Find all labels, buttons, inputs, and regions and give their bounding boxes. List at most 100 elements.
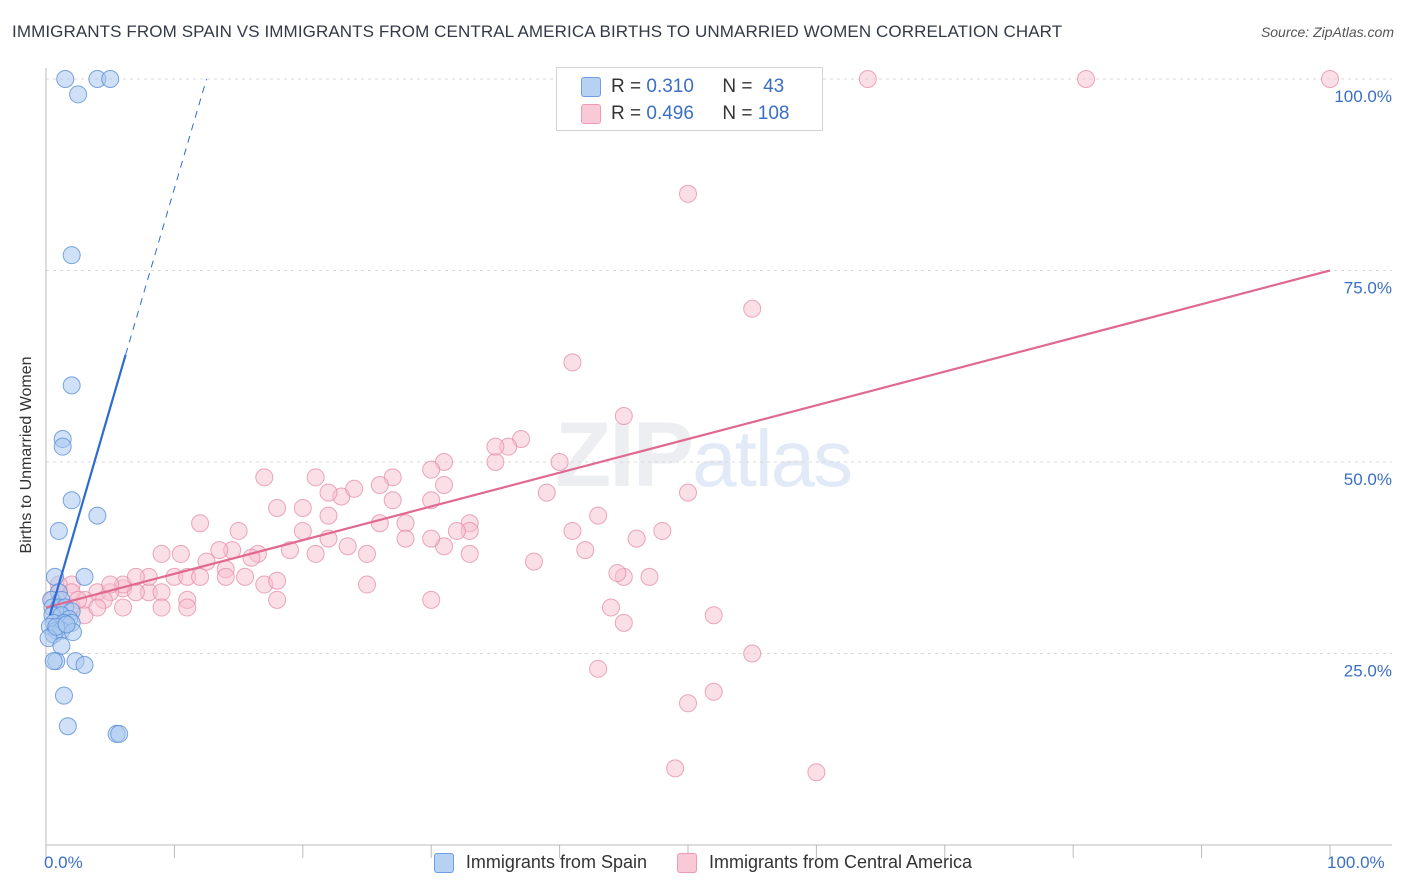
central-america-point	[666, 759, 685, 778]
central-america-point	[608, 564, 627, 583]
spain-point	[101, 70, 120, 88]
y-tick-labels: 25.0% 50.0% 75.0% 100.0%	[1334, 87, 1392, 681]
central-america-point	[114, 598, 133, 617]
central-america-point	[486, 437, 505, 456]
central-america-point	[345, 479, 364, 498]
y-tick-label: 25.0%	[1344, 662, 1392, 681]
central-america-point	[807, 763, 826, 782]
central-america-point	[1321, 70, 1339, 88]
legend-r-label: R =	[611, 76, 642, 97]
y-axis-title: Births to Unmarried Women	[18, 356, 35, 554]
central-america-point	[743, 644, 762, 663]
central-america-point	[640, 567, 659, 586]
central-america-point	[236, 567, 255, 586]
central-america-point	[422, 529, 441, 548]
central-america-point	[280, 541, 299, 560]
central-america-point	[191, 567, 210, 586]
central-america-point	[743, 299, 762, 318]
y-tick-label: 75.0%	[1344, 279, 1392, 298]
watermark-atlas: atlas	[692, 414, 853, 503]
central-america-point	[210, 541, 229, 560]
y-tick-label: 100.0%	[1334, 87, 1392, 106]
central-america-point	[88, 598, 107, 617]
legend-swatch-central-america	[581, 104, 601, 124]
x-axis-max-label: 100.0%	[1327, 853, 1385, 872]
spain-point	[62, 246, 81, 265]
central-america-point	[563, 353, 582, 372]
central-america-point	[563, 521, 582, 540]
central-america-point	[679, 694, 697, 713]
central-america-point	[679, 483, 697, 502]
central-america-point	[601, 598, 620, 617]
central-america-point	[319, 483, 338, 502]
central-america-point	[268, 498, 287, 517]
axes	[45, 68, 1392, 858]
central-america-point	[614, 613, 633, 632]
legend-n-value-spain: 43	[763, 76, 785, 97]
central-america-point	[293, 521, 312, 540]
central-america-points	[43, 70, 1339, 782]
legend-row-spain: R = 0.310 N = 43	[581, 75, 784, 99]
central-america-point	[358, 544, 376, 563]
legend-label-central-america: Immigrants from Central America	[708, 852, 973, 872]
series-legend: Immigrants from Spain Immigrants from Ce…	[0, 852, 1406, 873]
central-america-point	[550, 453, 569, 471]
source-label: Source: ZipAtlas.com	[1260, 24, 1394, 40]
central-america-point	[589, 659, 608, 678]
central-america-point	[614, 407, 633, 426]
central-america-point	[229, 521, 248, 540]
central-america-point	[152, 544, 171, 563]
central-america-point	[126, 567, 145, 586]
central-america-point	[627, 529, 646, 548]
spain-point	[75, 567, 94, 586]
legend-swatch-spain	[433, 852, 454, 873]
spain-point	[54, 686, 73, 705]
spain-points	[39, 70, 129, 743]
legend-swatch-central-america	[676, 852, 697, 873]
central-america-point	[396, 514, 415, 533]
legend-label-spain: Immigrants from Spain	[465, 852, 647, 872]
central-america-point	[306, 468, 325, 487]
central-america-point	[486, 453, 505, 471]
central-america-point	[422, 460, 441, 479]
trend-lines	[45, 78, 1331, 616]
central-america-point	[589, 506, 608, 525]
legend-n-value-central-america: 108	[757, 103, 790, 124]
spain-point	[69, 85, 88, 104]
central-america-point	[447, 521, 466, 540]
legend-item-central-america: Immigrants from Central America	[676, 852, 973, 873]
chart-title: IMMIGRANTS FROM SPAIN VS IMMIGRANTS FROM…	[12, 22, 1063, 41]
gridlines	[46, 78, 1392, 654]
central-america-point	[422, 590, 441, 609]
central-america-point	[858, 70, 877, 88]
spain-point	[75, 655, 94, 674]
legend-swatch-spain	[581, 77, 601, 97]
central-america-point	[524, 552, 543, 571]
x-axis-min-label: 0.0%	[44, 853, 83, 872]
central-america-point	[171, 544, 190, 563]
spain-trend-line	[48, 354, 127, 616]
central-america-point	[178, 598, 197, 617]
spain-point	[53, 437, 72, 456]
central-america-point	[338, 537, 357, 556]
central-america-point	[704, 606, 723, 625]
spain-point	[58, 717, 77, 736]
legend-r-value-spain: 0.310	[646, 76, 694, 97]
central-america-point	[152, 598, 171, 617]
central-america-point	[435, 475, 454, 494]
legend-n-label: N =	[722, 76, 753, 97]
central-america-point	[358, 575, 376, 594]
y-tick-label: 50.0%	[1344, 470, 1392, 489]
central-america-point	[1077, 70, 1096, 88]
spain-trend-line-extension	[125, 78, 207, 355]
central-america-point	[704, 682, 723, 701]
central-america-point	[460, 544, 479, 563]
central-america-point	[255, 468, 274, 487]
spain-point	[62, 376, 81, 395]
central-america-point	[268, 590, 287, 609]
correlation-legend: R = 0.310 N = 43 R = 0.496 N = 108	[556, 67, 823, 131]
central-america-point	[152, 583, 171, 602]
spain-point	[110, 724, 129, 743]
central-america-point	[537, 483, 556, 502]
